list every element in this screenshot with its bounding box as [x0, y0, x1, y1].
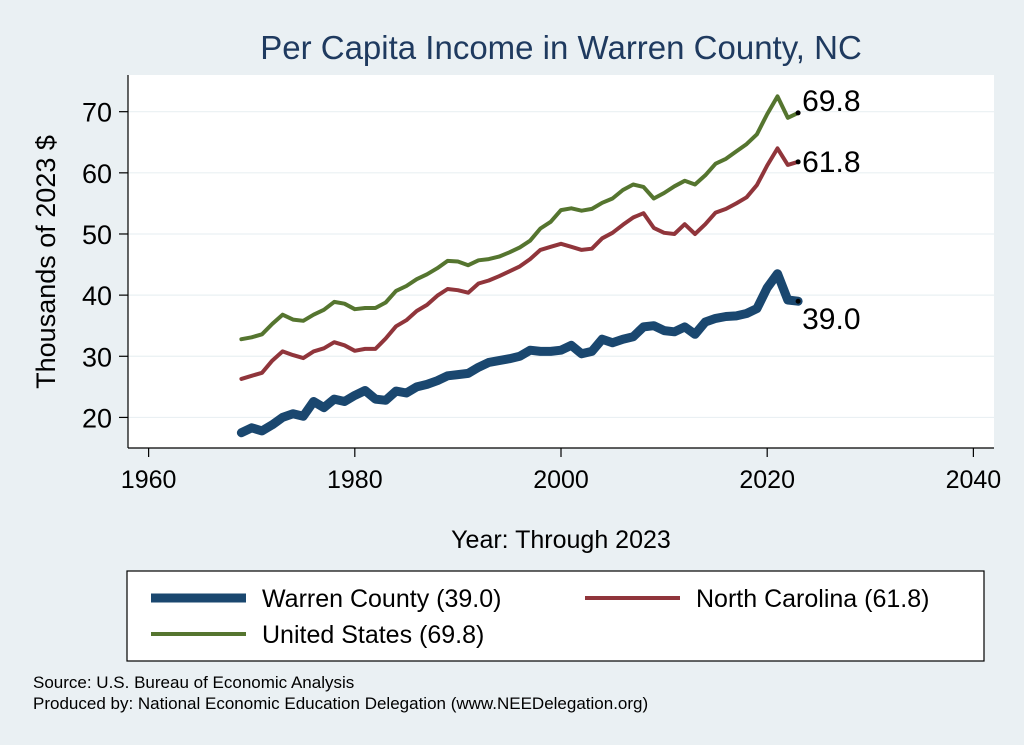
source-note: Source: U.S. Bureau of Economic Analysis	[33, 673, 354, 692]
y-axis-ticks: 20 30 40 50 60 70	[82, 98, 128, 433]
end-point-united-states	[795, 110, 801, 116]
y-tick-label-40: 40	[82, 281, 112, 311]
x-tick-label-1960: 1960	[121, 466, 177, 494]
legend-label-north-carolina: North Carolina (61.8)	[696, 585, 929, 613]
y-axis-label: Thousands of 2023 $	[31, 135, 61, 389]
x-tick-label-2000: 2000	[533, 466, 589, 494]
end-label-warren-county: 39.0	[802, 303, 860, 336]
y-tick-label-20: 20	[82, 403, 112, 433]
end-point-north-carolina	[795, 159, 801, 165]
series-lines	[236, 94, 803, 438]
legend: Warren County (39.0) North Carolina (61.…	[126, 570, 985, 662]
legend-label-warren-county: Warren County (39.0)	[262, 585, 501, 613]
grid-lines	[128, 111, 994, 419]
end-labels: 39.0 61.8 69.8	[795, 85, 861, 336]
y-tick-label-30: 30	[82, 342, 112, 372]
x-axis-ticks: 1960 1980 2000 2020 2040	[121, 448, 1001, 494]
end-label-north-carolina: 61.8	[802, 146, 860, 179]
legend-label-united-states: United States (69.8)	[262, 621, 484, 649]
x-tick-label-1980: 1980	[327, 466, 383, 494]
x-axis-label: Year: Through 2023	[451, 526, 671, 554]
chart-title: Per Capita Income in Warren County, NC	[260, 29, 862, 66]
y-tick-label-60: 60	[82, 159, 112, 189]
end-label-united-states: 69.8	[802, 85, 860, 118]
series-line-united-states	[239, 94, 801, 342]
end-point-warren-county	[795, 298, 801, 304]
series-line-warren-county	[236, 269, 803, 438]
plot-area	[128, 75, 994, 448]
y-tick-label-70: 70	[82, 98, 112, 128]
legend-box	[126, 570, 985, 662]
series-line-north-carolina	[239, 146, 801, 381]
x-tick-label-2020: 2020	[739, 466, 795, 494]
producer-note: Produced by: National Economic Education…	[33, 694, 648, 713]
y-tick-label-50: 50	[82, 220, 112, 250]
x-tick-label-2040: 2040	[946, 466, 1002, 494]
